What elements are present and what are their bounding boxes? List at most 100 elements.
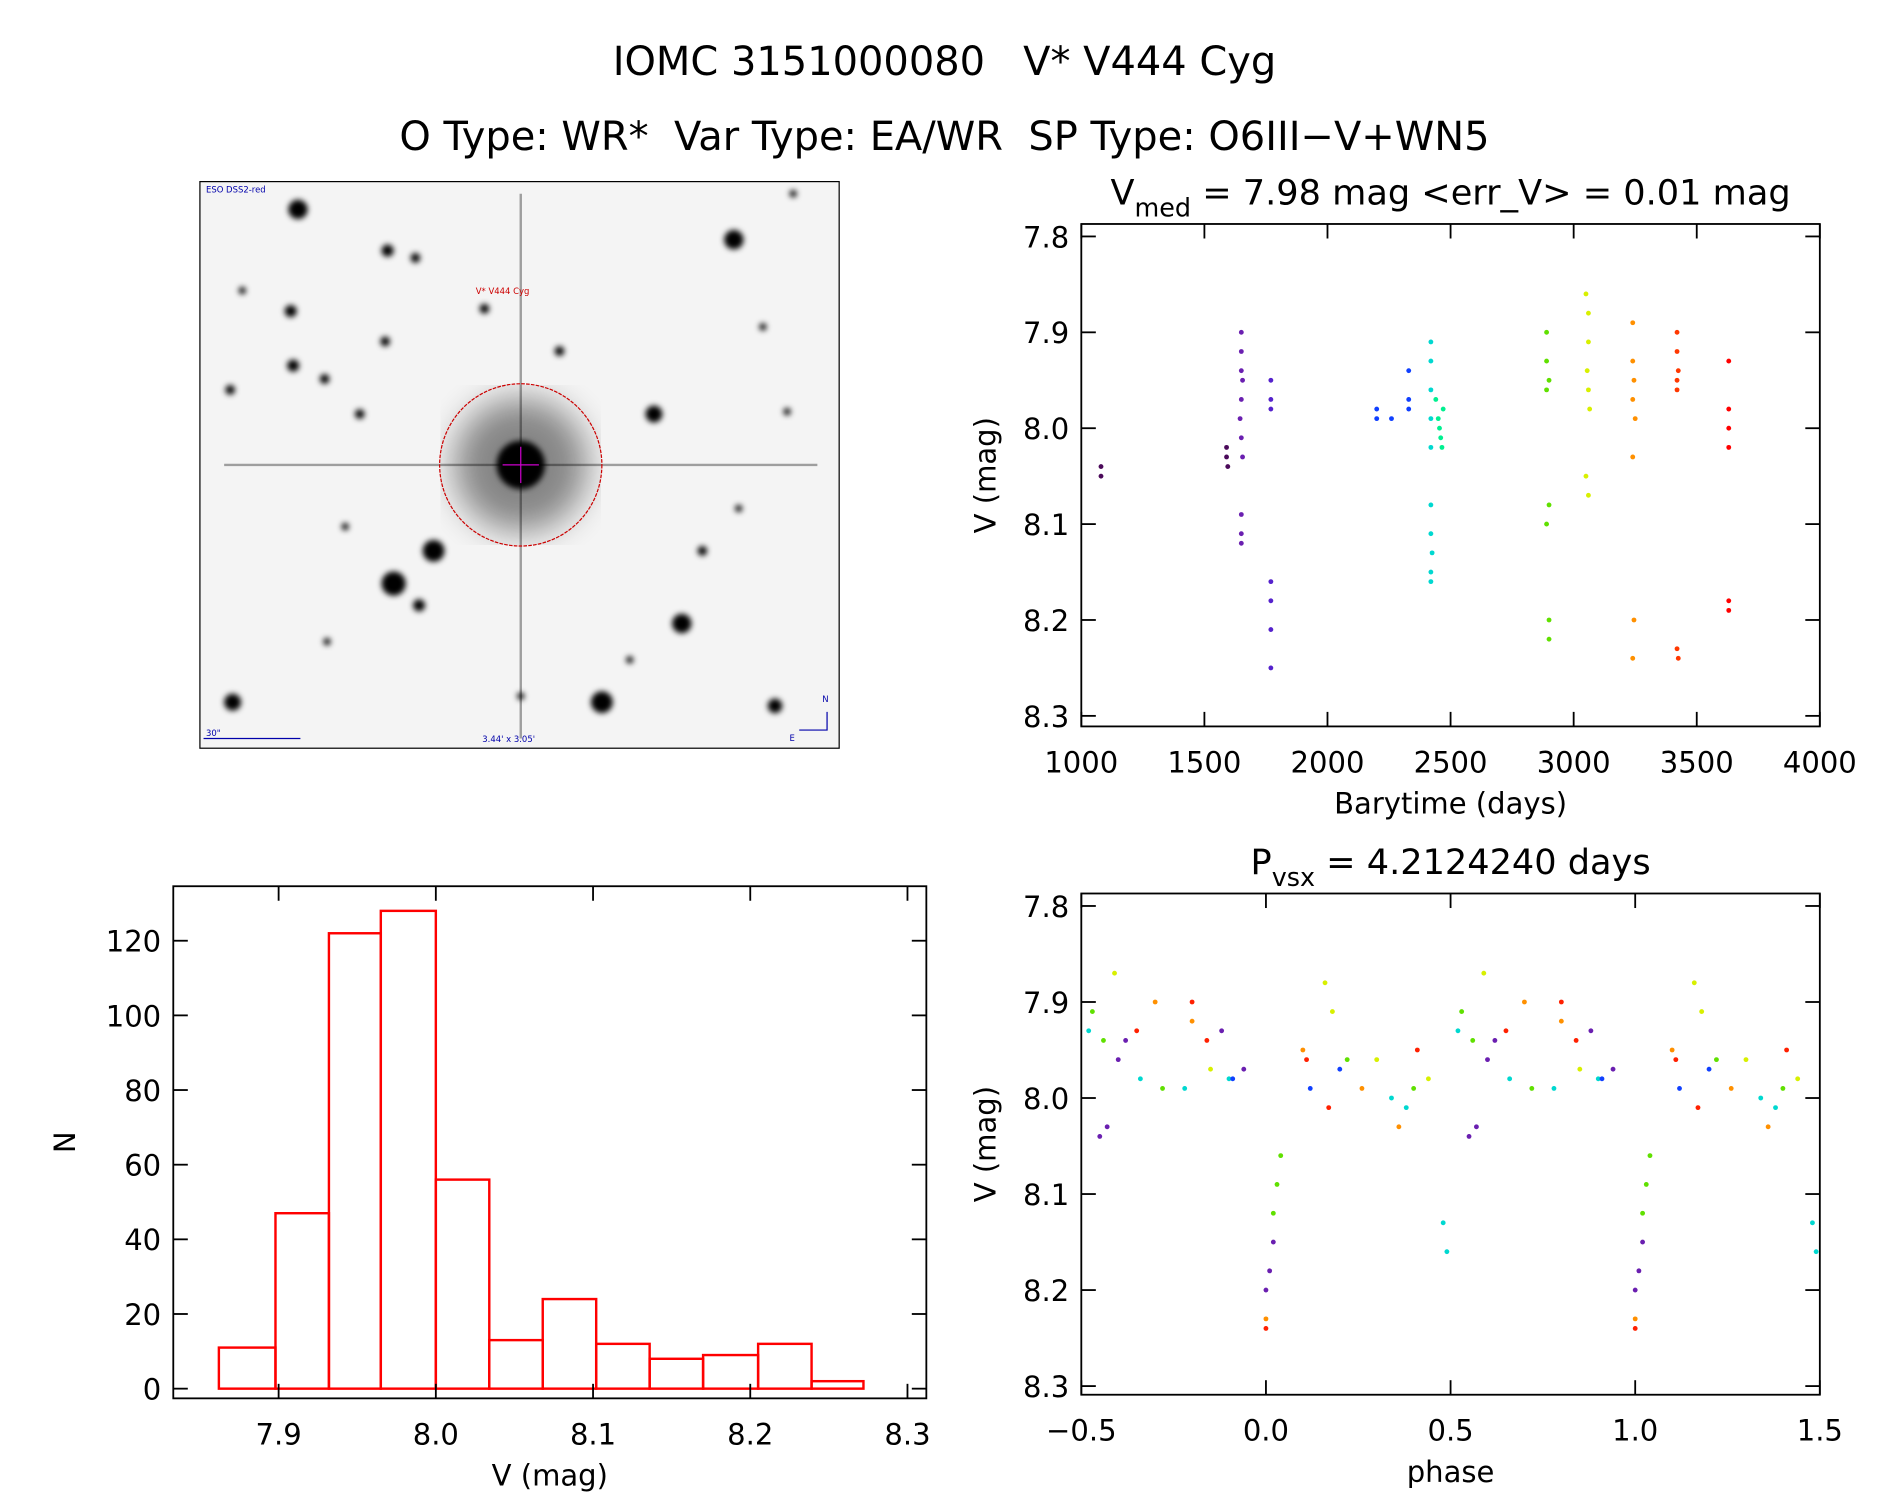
y-tick-label: 8.2: [1023, 1274, 1069, 1308]
point: [1544, 521, 1550, 527]
point: [1440, 1220, 1446, 1226]
y-tick-label: 8.0: [1023, 412, 1069, 446]
point: [1726, 444, 1732, 450]
point: [1189, 1018, 1195, 1024]
point: [1726, 406, 1732, 412]
point: [1695, 1105, 1701, 1111]
x-tick-label: −0.5: [1046, 1414, 1117, 1448]
point: [1630, 655, 1636, 661]
point: [1586, 492, 1591, 498]
y-tick-label: 7.8: [1023, 220, 1069, 254]
point: [1429, 550, 1435, 556]
bar: [274, 1212, 331, 1390]
plot-frame: [1080, 223, 1821, 728]
point: [1238, 397, 1244, 402]
point: [1630, 358, 1636, 364]
bar: [488, 1338, 544, 1390]
point: [1433, 397, 1439, 402]
point: [1208, 1066, 1213, 1072]
point: [1204, 1037, 1210, 1043]
bar: [379, 909, 438, 1390]
point: [1630, 454, 1636, 460]
point: [1225, 464, 1231, 469]
point: [1428, 358, 1434, 364]
point: [1726, 607, 1732, 613]
point: [1677, 1085, 1682, 1091]
point: [1428, 444, 1434, 450]
point: [1182, 1085, 1188, 1091]
point: [1674, 387, 1680, 393]
point: [1428, 569, 1434, 575]
y-axis-label: N: [48, 1131, 82, 1153]
point: [1414, 1047, 1420, 1053]
point: [1374, 406, 1380, 412]
point: [1481, 970, 1487, 976]
chart-title: Pvsx = 4.2124240 days: [1251, 842, 1651, 892]
point: [1268, 665, 1274, 671]
x-tick-label: 8.1: [570, 1417, 616, 1451]
x-axis-label: phase: [1407, 1455, 1495, 1489]
y-tick-label: 7.8: [1023, 890, 1069, 924]
x-tick-label: 7.9: [256, 1417, 302, 1451]
point: [1300, 1047, 1306, 1053]
east-label: E: [790, 733, 795, 743]
point: [1268, 397, 1274, 402]
y-tick-label: 8.1: [1023, 1178, 1069, 1212]
bar: [756, 1342, 813, 1390]
point: [1238, 435, 1244, 441]
point: [1437, 425, 1442, 431]
point: [1546, 502, 1552, 508]
point: [1529, 1085, 1535, 1091]
y-tick-label: 20: [124, 1298, 161, 1332]
point: [1396, 1124, 1402, 1130]
survey-label: ESO DSS2-red: [206, 185, 266, 195]
point: [1795, 1076, 1801, 1082]
point: [1673, 1057, 1679, 1063]
point: [1115, 1057, 1121, 1063]
point: [1758, 1095, 1764, 1101]
point: [1455, 1028, 1461, 1034]
point: [1522, 999, 1527, 1005]
point: [1134, 1028, 1140, 1034]
point: [1274, 1182, 1280, 1187]
point: [1640, 1239, 1646, 1245]
point: [1583, 291, 1589, 297]
point: [1610, 1066, 1616, 1072]
y-tick-label: 100: [106, 999, 161, 1033]
point: [1241, 1066, 1247, 1072]
point: [1238, 368, 1244, 374]
point: [1743, 1057, 1749, 1063]
north-label: N: [822, 694, 828, 704]
point: [1546, 617, 1552, 623]
point: [1101, 1037, 1106, 1043]
point: [1588, 1028, 1594, 1034]
point: [1389, 1095, 1394, 1101]
point: [1238, 512, 1244, 517]
point: [1632, 1326, 1638, 1331]
point: [1444, 1249, 1450, 1255]
x-tick-label: 8.3: [884, 1417, 930, 1451]
point: [1238, 349, 1244, 354]
point: [1112, 970, 1117, 976]
point: [1780, 1085, 1786, 1091]
point: [1440, 406, 1446, 412]
point: [1674, 646, 1680, 652]
point: [1411, 1085, 1417, 1091]
point: [1268, 627, 1274, 632]
y-tick-label: 8.2: [1023, 604, 1069, 638]
point: [1263, 1287, 1269, 1293]
title-base: P: [1251, 842, 1272, 883]
point: [1577, 1066, 1583, 1072]
point: [1268, 598, 1274, 604]
point: [1691, 980, 1697, 986]
point: [1810, 1220, 1815, 1226]
point: [1238, 531, 1244, 537]
point: [1438, 435, 1444, 441]
point: [1636, 1268, 1642, 1274]
point: [1098, 464, 1104, 469]
point: [1466, 1134, 1472, 1139]
point: [1630, 320, 1636, 326]
point: [1428, 502, 1434, 508]
point: [1098, 473, 1104, 479]
point: [1104, 1124, 1110, 1130]
